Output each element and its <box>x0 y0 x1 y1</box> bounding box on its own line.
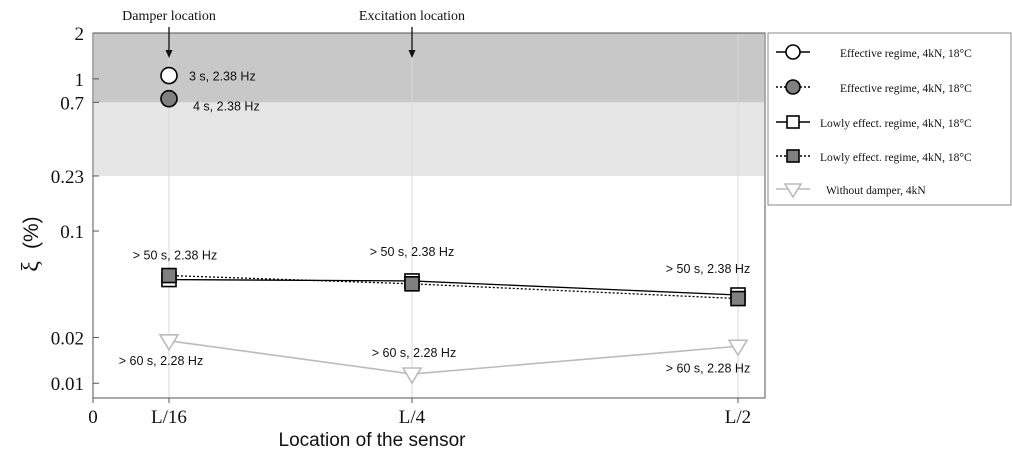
svg-text:ξ (%): ξ (%) <box>18 216 44 271</box>
x-tick-label: L/16 <box>151 407 187 428</box>
y-tick-label: 0.02 <box>51 328 84 349</box>
down-arrow-icon <box>165 27 173 58</box>
plot-frame <box>92 32 766 399</box>
y-tick-label: 1 <box>75 70 85 91</box>
down-arrow-icon <box>408 27 416 58</box>
point-annotation: 4 s, 2.38 Hz <box>193 100 260 114</box>
point-annotation: > 60 s, 2.28 Hz <box>372 346 456 360</box>
band-layer <box>94 33 764 176</box>
legend-entry: Effective regime, 4kN, 18°C <box>776 79 972 95</box>
data-point-s5-3 <box>727 339 749 357</box>
top-annotation-label: Damper location <box>122 9 216 24</box>
data-annotations: 3 s, 2.38 Hz 4 s, 2.38 Hz > 50 s, 2.38 Hz >… <box>119 70 750 376</box>
y-axis-unit: (%) <box>20 216 43 249</box>
y-axis-title: ξ (%) <box>18 216 44 271</box>
y-tick-label: 0.23 <box>51 167 84 188</box>
legend-marker <box>786 149 800 163</box>
legend: Effective regime, 4kN, 18°C Effective reg… <box>767 32 1012 206</box>
series-markers <box>158 66 749 385</box>
legend-label: Effective regime, 4kN, 18°C <box>840 48 972 60</box>
y-axis-symbol: ξ <box>18 261 44 272</box>
damping-band-1 <box>94 33 764 103</box>
point-annotation: > 50 s, 2.38 Hz <box>133 249 217 263</box>
point-annotation: > 50 s, 2.38 Hz <box>666 262 750 276</box>
top-annotations: Damper location Excitation location <box>122 9 465 58</box>
x-axis: 0 L/16 L/4 L/2 <box>88 398 751 428</box>
y-tick-label: 0.1 <box>60 222 84 243</box>
data-point-s2-1 <box>160 89 178 108</box>
legend-label: Effective regime, 4kN, 18°C <box>840 83 972 95</box>
legend-entry: Without damper, 4kN <box>776 183 926 199</box>
legend-box <box>767 32 1012 206</box>
legend-marker <box>785 44 801 60</box>
data-point-s5-2 <box>401 367 423 385</box>
legend-entry: Effective regime, 4kN, 18°C <box>776 44 972 60</box>
y-tick-label: 0.01 <box>51 374 84 395</box>
data-point-s1-1 <box>160 66 178 85</box>
legend-entry: Lowly effect. regime, 4kN, 18°C <box>776 149 972 164</box>
data-point-s4-2 <box>404 276 420 292</box>
x-tick-label: L/2 <box>725 407 751 428</box>
legend-label: Lowly effect. regime, 4kN, 18°C <box>820 152 972 164</box>
data-point-s4-1 <box>161 267 177 284</box>
point-annotation: > 50 s, 2.38 Hz <box>370 245 454 259</box>
legend-marker <box>783 183 803 199</box>
legend-label: Without damper, 4kN <box>826 185 926 197</box>
point-annotation: > 60 s, 2.28 Hz <box>119 354 203 368</box>
point-annotation: 3 s, 2.38 Hz <box>189 70 256 84</box>
y-tick-label: 0.7 <box>60 93 84 114</box>
x-tick-label: 0 <box>88 407 98 428</box>
series-line-3 <box>168 278 739 296</box>
legend-marker <box>786 115 800 129</box>
x-axis-title: Location of the sensor <box>279 430 467 451</box>
y-tick-label: 2 <box>75 24 85 45</box>
legend-label: Lowly effect. regime, 4kN, 18°C <box>820 118 972 130</box>
legend-entry: Lowly effect. regime, 4kN, 18°C <box>776 115 972 130</box>
legend-marker <box>785 79 801 95</box>
top-annotation-label: Excitation location <box>359 9 465 24</box>
series-line-4 <box>168 274 739 300</box>
damping-band-2 <box>94 102 764 176</box>
y-axis: 0.01 0.02 0.1 0.23 0.71 2 <box>51 24 99 395</box>
point-annotation: > 60 s, 2.28 Hz <box>666 361 750 375</box>
data-point-s5-1 <box>158 334 180 352</box>
data-point-s4-3 <box>730 290 746 307</box>
x-tick-label: L/4 <box>399 407 426 428</box>
